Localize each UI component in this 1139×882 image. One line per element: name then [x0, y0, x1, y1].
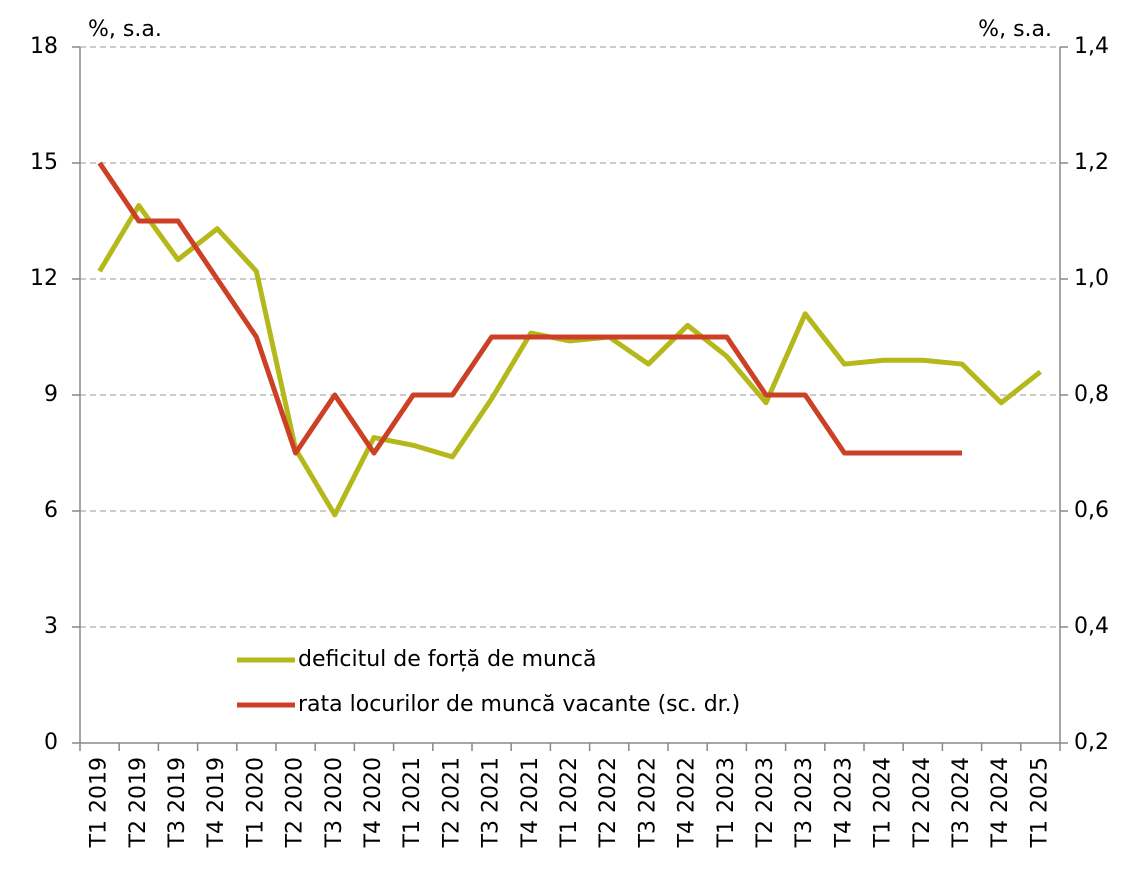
- x-tick-label: T3 2021: [479, 757, 504, 848]
- x-tick-label: T1 2025: [1027, 757, 1052, 848]
- series-line: [97, 161, 962, 456]
- x-tick-label: T2 2022: [596, 757, 621, 848]
- y2-tick-label: 1,0: [1074, 266, 1109, 291]
- y-tick-label: 12: [30, 266, 58, 291]
- y-tick-label: 15: [30, 150, 58, 175]
- y-tick-label: 9: [44, 382, 58, 407]
- x-tick-label: T1 2023: [714, 757, 739, 848]
- y2-tick-label: 0,2: [1074, 730, 1109, 755]
- x-tick-label: T3 2023: [792, 757, 817, 848]
- x-tick-label: T2 2020: [283, 757, 308, 848]
- x-tick-label: T2 2023: [753, 757, 778, 848]
- x-tick-label: T2 2024: [910, 757, 935, 848]
- x-tick-label: T3 2020: [322, 757, 347, 848]
- x-tick-label: T2 2021: [439, 757, 464, 848]
- legend-label: deficitul de forță de muncă: [298, 647, 596, 672]
- x-tick-label: T1 2022: [557, 757, 582, 848]
- x-tick-label: T4 2022: [675, 757, 700, 848]
- y2-tick-label: 1,2: [1074, 150, 1109, 175]
- x-tick-label: T4 2023: [831, 757, 856, 848]
- x-tick-label: T2 2019: [126, 757, 151, 848]
- y-tick-label: 0: [44, 730, 58, 755]
- x-tick-label: T1 2019: [87, 757, 112, 848]
- x-tick-label: T1 2024: [871, 757, 896, 848]
- y2-axis-title: %, s.a.: [978, 17, 1052, 42]
- y2-tick-label: 0,6: [1074, 498, 1109, 523]
- x-tick-label: T4 2024: [988, 757, 1013, 848]
- y2-tick-label: 0,8: [1074, 382, 1109, 407]
- x-tick-label: T3 2024: [949, 757, 974, 848]
- y-tick-label: 6: [44, 498, 58, 523]
- y-tick-label: 3: [44, 614, 58, 639]
- x-tick-label: T1 2021: [400, 757, 425, 848]
- y-axis-title: %, s.a.: [88, 17, 162, 42]
- series-line: [97, 203, 1042, 518]
- x-tick-label: T1 2020: [243, 757, 268, 848]
- x-tick-label: T3 2022: [635, 757, 660, 848]
- x-tick-label: T4 2019: [204, 757, 229, 848]
- x-tick-label: T3 2019: [165, 757, 190, 848]
- y-tick-label: 18: [30, 34, 58, 59]
- x-tick-label: T4 2021: [518, 757, 543, 848]
- y2-tick-label: 0,4: [1074, 614, 1109, 639]
- x-tick-label: T4 2020: [361, 757, 386, 848]
- legend-label: rata locurilor de muncă vacante (sc. dr.…: [298, 692, 740, 717]
- y2-tick-label: 1,4: [1074, 34, 1109, 59]
